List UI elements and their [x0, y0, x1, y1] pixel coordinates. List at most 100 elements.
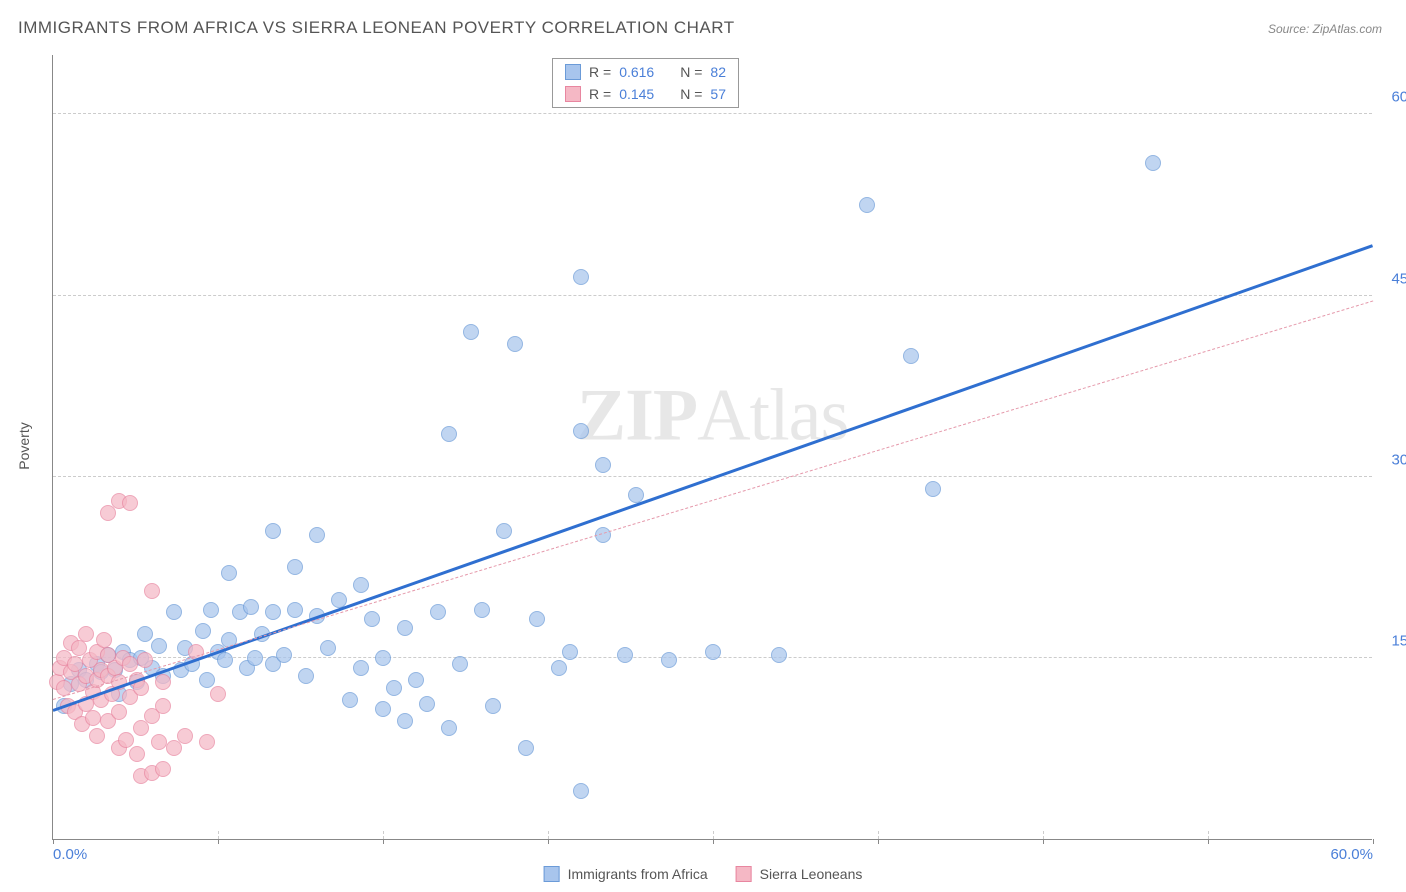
data-point — [595, 457, 611, 473]
legend-r-value: 0.616 — [619, 64, 654, 80]
data-point — [925, 481, 941, 497]
data-point — [353, 660, 369, 676]
data-point — [298, 668, 314, 684]
data-point — [210, 686, 226, 702]
data-point — [859, 197, 875, 213]
gridline-horizontal — [53, 113, 1372, 114]
data-point — [562, 644, 578, 660]
gridline-vertical — [218, 831, 219, 839]
data-point — [287, 602, 303, 618]
data-point — [617, 647, 633, 663]
data-point — [452, 656, 468, 672]
legend-correlation: R =0.616N =82R =0.145N =57 — [552, 58, 739, 108]
data-point — [221, 565, 237, 581]
data-point — [203, 602, 219, 618]
legend-swatch — [736, 866, 752, 882]
x-tick-mark — [1373, 839, 1374, 844]
data-point — [518, 740, 534, 756]
data-point — [155, 674, 171, 690]
data-point — [243, 599, 259, 615]
x-tick-label: 60.0% — [1330, 846, 1373, 863]
data-point — [287, 559, 303, 575]
data-point — [247, 650, 263, 666]
data-point — [111, 704, 127, 720]
x-tick-mark — [53, 839, 54, 844]
gridline-vertical — [713, 831, 714, 839]
data-point — [217, 652, 233, 668]
data-point — [96, 632, 112, 648]
data-point — [496, 523, 512, 539]
y-tick-label: 45.0% — [1379, 270, 1406, 287]
x-tick-mark — [383, 839, 384, 844]
data-point — [903, 348, 919, 364]
legend-r-label: R = — [589, 86, 611, 102]
legend-r-value: 0.145 — [619, 86, 654, 102]
data-point — [573, 423, 589, 439]
gridline-horizontal — [53, 295, 1372, 296]
watermark-bold: ZIP — [577, 374, 697, 456]
data-point — [155, 761, 171, 777]
trend-line — [53, 244, 1374, 712]
gridline-vertical — [878, 831, 879, 839]
data-point — [441, 426, 457, 442]
data-point — [276, 647, 292, 663]
data-point — [441, 720, 457, 736]
source-label: Source: — [1268, 22, 1309, 36]
data-point — [151, 734, 167, 750]
data-point — [129, 746, 145, 762]
x-tick-mark — [548, 839, 549, 844]
data-point — [353, 577, 369, 593]
data-point — [386, 680, 402, 696]
legend-swatch — [565, 86, 581, 102]
y-axis-label: Poverty — [16, 422, 32, 469]
data-point — [89, 728, 105, 744]
y-tick-label: 60.0% — [1379, 89, 1406, 106]
gridline-vertical — [1043, 831, 1044, 839]
gridline-vertical — [383, 831, 384, 839]
data-point — [529, 611, 545, 627]
x-tick-mark — [218, 839, 219, 844]
legend-swatch — [565, 64, 581, 80]
x-tick-mark — [878, 839, 879, 844]
data-point — [177, 728, 193, 744]
x-tick-mark — [713, 839, 714, 844]
data-point — [122, 495, 138, 511]
data-point — [137, 626, 153, 642]
data-point — [137, 652, 153, 668]
x-tick-mark — [1043, 839, 1044, 844]
x-tick-mark — [1208, 839, 1209, 844]
source-value: ZipAtlas.com — [1313, 22, 1382, 36]
legend-row: R =0.145N =57 — [553, 83, 738, 105]
source-attribution: Source: ZipAtlas.com — [1268, 22, 1382, 36]
data-point — [463, 324, 479, 340]
legend-series-item: Sierra Leoneans — [736, 866, 863, 882]
data-point — [265, 523, 281, 539]
data-point — [1145, 155, 1161, 171]
data-point — [573, 269, 589, 285]
data-point — [320, 640, 336, 656]
data-point — [474, 602, 490, 618]
data-point — [364, 611, 380, 627]
data-point — [507, 336, 523, 352]
legend-swatch — [544, 866, 560, 882]
data-point — [151, 638, 167, 654]
data-point — [661, 652, 677, 668]
data-point — [375, 650, 391, 666]
data-point — [155, 698, 171, 714]
data-point — [118, 732, 134, 748]
plot-area: ZIPAtlas 15.0%30.0%45.0%60.0%0.0%60.0% — [52, 55, 1372, 840]
y-tick-label: 15.0% — [1379, 632, 1406, 649]
watermark-light: Atlas — [697, 374, 848, 456]
legend-n-label: N = — [680, 86, 702, 102]
data-point — [144, 583, 160, 599]
legend-series-item: Immigrants from Africa — [544, 866, 708, 882]
legend-row: R =0.616N =82 — [553, 61, 738, 83]
data-point — [430, 604, 446, 620]
legend-n-value: 82 — [710, 64, 726, 80]
data-point — [573, 783, 589, 799]
gridline-vertical — [1208, 831, 1209, 839]
data-point — [199, 734, 215, 750]
data-point — [485, 698, 501, 714]
chart-title: IMMIGRANTS FROM AFRICA VS SIERRA LEONEAN… — [18, 18, 735, 38]
gridline-vertical — [548, 831, 549, 839]
